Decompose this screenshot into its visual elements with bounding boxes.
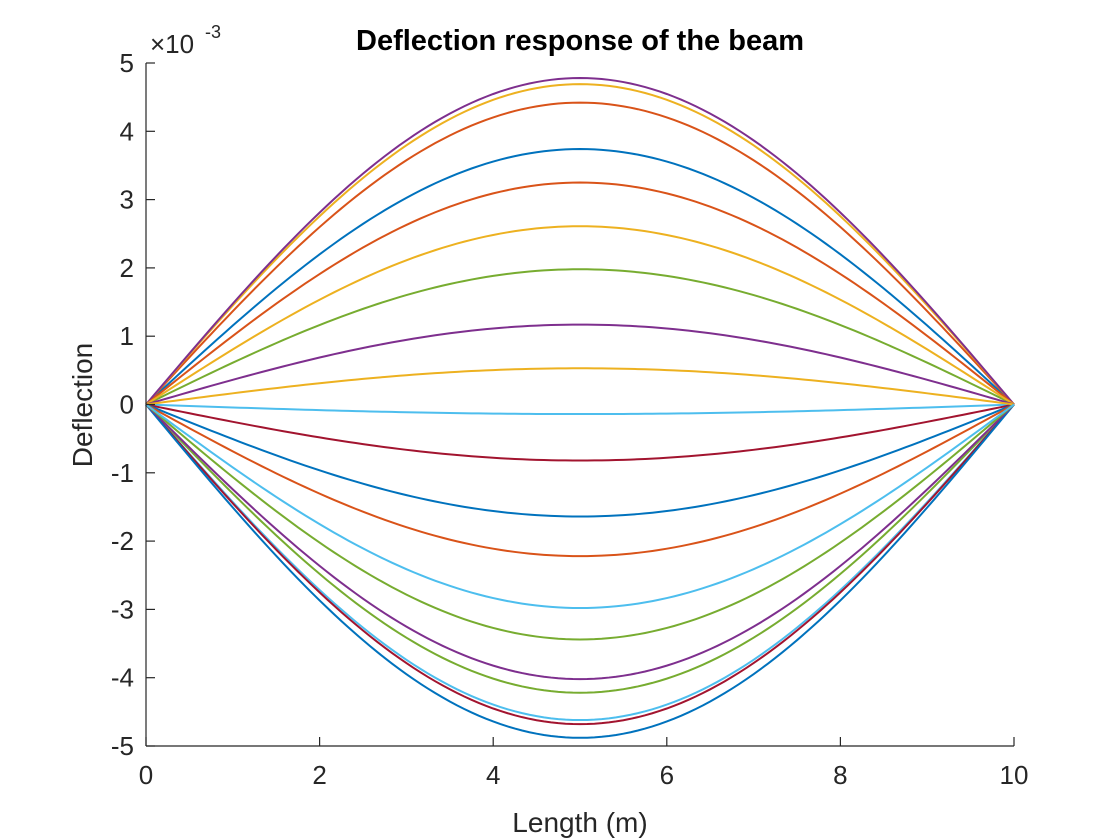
x-axis-label: Length (m) (512, 807, 647, 838)
y-tick-label: 2 (120, 253, 134, 283)
series-line-8 (145, 403, 1015, 518)
y-tick-label: -4 (111, 663, 134, 693)
y-tick-label: -1 (111, 458, 134, 488)
series-line-18 (145, 403, 1015, 681)
y-tick-label: 3 (120, 185, 134, 215)
series-line-9 (145, 181, 1015, 406)
chart-title: Deflection response of the beam (356, 25, 804, 57)
series-line-16 (145, 403, 1015, 558)
x-tick-label: 2 (312, 760, 326, 790)
y-axis-exponent-base: ×10 (150, 29, 194, 59)
series-line-4 (145, 77, 1015, 406)
series-line-15 (145, 403, 1015, 739)
axes-group (145, 63, 1014, 747)
series-line-7 (145, 403, 1015, 462)
series-line-20 (145, 403, 1015, 610)
series-line-13 (145, 403, 1015, 722)
series-line-3 (145, 83, 1015, 406)
y-axis-label: Deflection (67, 343, 98, 468)
x-tick-label: 4 (486, 760, 500, 790)
series-line-11 (145, 323, 1015, 406)
y-tick-label: 4 (120, 116, 134, 146)
y-axis-exponent: ×10 -3 (150, 22, 221, 59)
series-line-1 (145, 148, 1015, 406)
plot-area: 0 2 4 6 8 10 -5 -4 -3 -2 -1 0 1 2 3 4 5 (111, 48, 1029, 790)
y-tick-label: -2 (111, 526, 134, 556)
series-line-10 (145, 225, 1015, 406)
series-line-19 (145, 403, 1015, 641)
y-axis-exponent-power: -3 (205, 22, 221, 42)
series-line-6 (145, 403, 1015, 416)
y-tick-label: 1 (120, 321, 134, 351)
series-line-14 (145, 403, 1015, 726)
y-tick-label: 5 (120, 48, 134, 78)
x-tick-label: 6 (660, 760, 674, 790)
y-tick-label: -3 (111, 594, 134, 624)
series-line-2 (145, 101, 1015, 406)
x-tick-label: 10 (1000, 760, 1029, 790)
series-line-12 (145, 403, 1015, 694)
x-tick-label: 8 (833, 760, 847, 790)
x-tick-label: 0 (139, 760, 153, 790)
y-tick-label: 0 (120, 390, 134, 420)
series-line-5 (145, 268, 1015, 406)
series-group (145, 77, 1015, 739)
ticks-group: 0 2 4 6 8 10 -5 -4 -3 -2 -1 0 1 2 3 4 5 (111, 48, 1029, 790)
y-tick-label: -5 (111, 731, 134, 761)
series-line-17 (145, 367, 1015, 406)
